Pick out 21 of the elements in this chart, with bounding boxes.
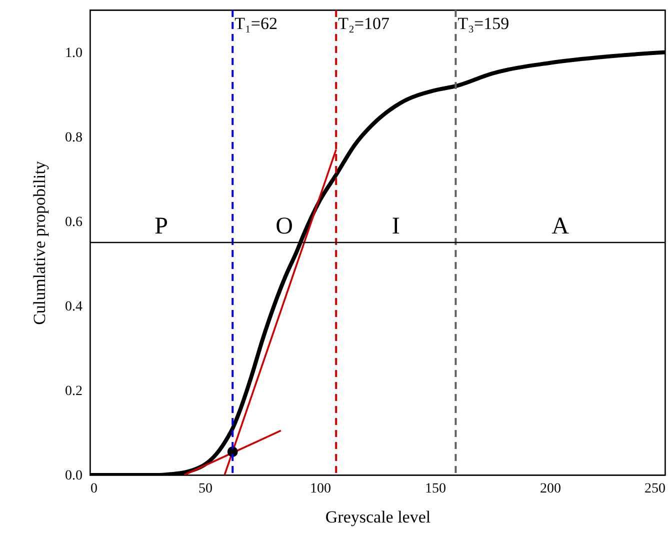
y-tick-label: 0.6 xyxy=(65,214,82,230)
ref-line-label: T₁=62 xyxy=(234,14,278,33)
x-tick-label: 250 xyxy=(644,482,666,496)
annotation: A xyxy=(552,214,570,240)
y-tick-label: 0.0 xyxy=(65,468,82,484)
y-tick-label: 0.4 xyxy=(65,299,82,314)
x-tick-label: 200 xyxy=(540,482,561,496)
ref-line-label: T₃=159 xyxy=(458,14,510,33)
x-tick-label: 100 xyxy=(310,482,331,496)
ref-line-label: T₂=107 xyxy=(338,14,390,33)
y-axis-title: Culumlative propobility xyxy=(30,160,49,325)
x-tick-label: 50 xyxy=(198,482,212,496)
x-tick-label: 150 xyxy=(425,482,446,496)
y-tick-label: 0.8 xyxy=(65,130,82,146)
annotation: O xyxy=(276,214,294,240)
annotation: I xyxy=(392,214,400,240)
annotation: P xyxy=(154,214,168,240)
y-tick-label: 1.0 xyxy=(65,46,82,61)
y-tick-label: 0.2 xyxy=(65,384,82,399)
x-tick-label: 0 xyxy=(90,482,98,496)
x-axis-title: Greyscale level xyxy=(325,508,431,526)
